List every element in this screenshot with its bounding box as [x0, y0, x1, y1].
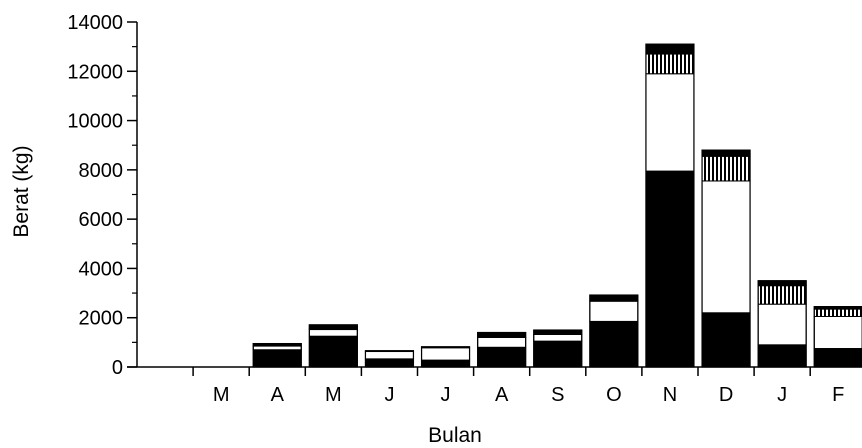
y-tick-label: 2000 — [79, 308, 124, 330]
x-axis-title: Bulan — [428, 424, 482, 447]
y-axis-title: Berat (kg) — [10, 145, 33, 237]
bar-segment — [757, 303, 807, 346]
bar-segment — [701, 149, 751, 157]
bar-segment — [477, 332, 527, 338]
x-tick-label: O — [606, 384, 622, 406]
bar-segment — [701, 180, 751, 314]
x-tick-label: D — [719, 384, 733, 406]
x-tick-label: F — [832, 384, 844, 406]
bar-segment — [477, 346, 527, 368]
x-tick-label: J — [384, 384, 394, 406]
x-tick-label: A — [495, 384, 509, 406]
bar-segment — [701, 312, 751, 368]
x-tick-label: M — [213, 384, 230, 406]
y-tick-label: 0 — [112, 357, 123, 379]
bar-segment — [533, 329, 583, 335]
bar-segment — [252, 345, 302, 351]
bar-segment — [364, 350, 414, 360]
y-tick-label: 12000 — [67, 61, 123, 83]
x-tick-label: J — [441, 384, 451, 406]
bar-segment — [701, 155, 751, 182]
bar-segment — [589, 320, 639, 368]
y-tick-label: 4000 — [79, 258, 124, 280]
x-tick-label: N — [663, 384, 677, 406]
y-tick-label: 10000 — [67, 111, 123, 133]
y-tick-label: 6000 — [79, 209, 124, 231]
bar-segment — [757, 280, 807, 287]
bar-segment — [252, 349, 302, 368]
bar-segment — [645, 43, 695, 55]
bar-segment — [589, 300, 639, 322]
bars-group — [252, 43, 862, 368]
bar-segment — [364, 358, 414, 368]
x-tick-label: A — [271, 384, 285, 406]
bar-segment — [813, 308, 862, 317]
x-tick-label: J — [777, 384, 787, 406]
x-tick-label: S — [551, 384, 564, 406]
bar-segment — [421, 347, 471, 361]
bar-segment — [533, 333, 583, 342]
y-tick-label: 14000 — [67, 12, 123, 34]
x-tick-label: M — [325, 384, 342, 406]
bar-segment — [813, 315, 862, 350]
y-axis-ticks: 0 2000 4000 6000 8000 10000 12000 14000 — [67, 12, 137, 379]
bar-segment — [757, 285, 807, 305]
bar-segment — [645, 170, 695, 368]
bar-segment — [813, 348, 862, 368]
bar-segment — [308, 335, 358, 368]
bar-segment — [421, 359, 471, 368]
bar-segment — [533, 340, 583, 368]
bar-segment — [477, 336, 527, 348]
y-tick-label: 8000 — [79, 160, 124, 182]
bar-segment — [589, 294, 639, 302]
bar-segment — [308, 329, 358, 337]
bar-segment — [645, 53, 695, 75]
bar-segment — [757, 344, 807, 368]
bar-segment — [645, 73, 695, 172]
